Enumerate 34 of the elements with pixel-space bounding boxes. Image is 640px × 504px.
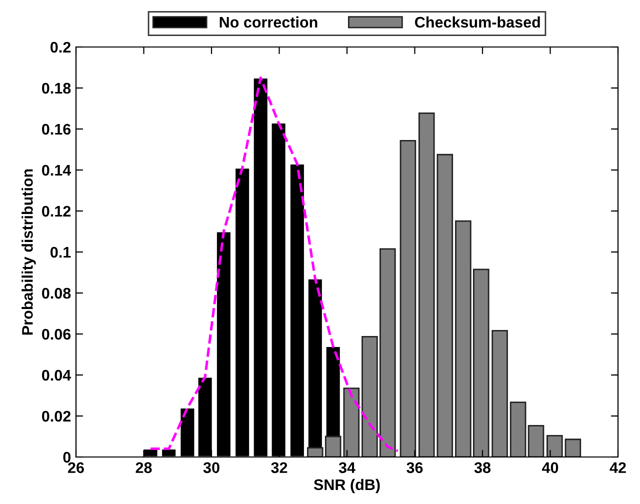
y-tick-label: 0.2 — [50, 42, 71, 53]
bar — [546, 434, 563, 457]
y-axis-title: Probability distribution — [22, 169, 36, 335]
bar — [343, 388, 360, 457]
x-tick-label: 40 — [542, 462, 558, 474]
x-tick-label: 34 — [338, 462, 356, 474]
legend-label: No correction — [220, 16, 318, 28]
y-tick-label: 0.18 — [42, 82, 71, 94]
bar — [400, 140, 416, 457]
bar — [418, 112, 435, 457]
legend-label: Checksum-based — [415, 16, 540, 28]
x-tick-label: 38 — [474, 462, 491, 474]
bar — [528, 424, 544, 457]
y-tick-label: 0.16 — [42, 124, 71, 135]
y-tick-label: 0.14 — [42, 164, 72, 176]
bar — [492, 330, 508, 457]
y-tick-label: 0.08 — [42, 288, 71, 299]
x-tick-label: 32 — [271, 462, 288, 474]
x-axis-title: SNR (dB) — [314, 478, 380, 494]
x-tick-label: 36 — [406, 462, 423, 474]
bar — [510, 402, 526, 457]
x-tick-label: 26 — [68, 462, 84, 474]
y-tick-label: 0.02 — [42, 410, 71, 422]
x-tick-label: 30 — [203, 462, 220, 474]
y-tick-label: 0.06 — [42, 328, 71, 340]
y-tick-label: 0.12 — [42, 206, 71, 217]
bar — [564, 438, 582, 457]
y-tick-label: 0.1 — [50, 246, 71, 258]
x-tick-label: 28 — [136, 462, 152, 474]
y-tick-label: 0.04 — [42, 370, 72, 381]
bar — [436, 154, 454, 457]
line-series — [149, 76, 400, 452]
x-tick-label: 42 — [610, 462, 626, 473]
y-tick-label: 0 — [63, 452, 71, 463]
